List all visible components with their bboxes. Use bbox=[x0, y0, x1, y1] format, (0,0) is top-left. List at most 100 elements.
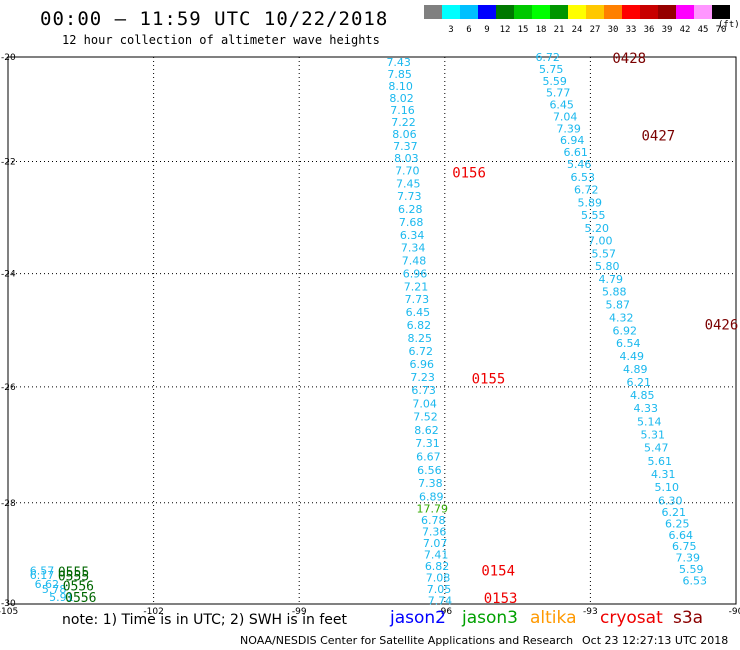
wave-height-value: 7.39 bbox=[675, 552, 700, 565]
wave-height-value: 6.45 bbox=[406, 306, 431, 319]
wave-height-value: 7.05 bbox=[427, 583, 452, 596]
legend-swatch bbox=[694, 5, 712, 19]
legend-swatch bbox=[640, 5, 658, 19]
wave-height-value: 6.54 bbox=[616, 337, 641, 350]
wave-height-value: 8.10 bbox=[388, 80, 413, 93]
legend-swatch bbox=[514, 5, 532, 19]
wave-height-value: 7.43 bbox=[386, 56, 411, 69]
x-tick-label: -90 bbox=[729, 607, 740, 617]
wave-height-value: 6.17 bbox=[30, 569, 55, 582]
legend-swatch bbox=[568, 5, 586, 19]
x-tick-label: -105 bbox=[0, 607, 18, 617]
wave-height-value: 6.82 bbox=[425, 560, 450, 573]
pass-time-label: 0427 bbox=[641, 128, 675, 144]
wave-height-value: 7.36 bbox=[422, 526, 447, 539]
satellite-label-s3a: s3a bbox=[673, 608, 704, 628]
wave-height-value: 6.89 bbox=[419, 490, 444, 503]
wave-height-value: 7.68 bbox=[399, 216, 424, 229]
wave-height-value: 8.25 bbox=[408, 332, 433, 345]
wave-height-value: 4.89 bbox=[623, 363, 648, 376]
wave-height-value: 5.10 bbox=[654, 481, 679, 494]
wave-height-value: 6.62 bbox=[35, 578, 60, 591]
legend-swatch bbox=[424, 5, 442, 19]
wave-height-value: 5.46 bbox=[567, 158, 592, 171]
legend-units: (ft) bbox=[718, 20, 740, 30]
y-tick-label: -28 bbox=[1, 499, 16, 509]
footer-note: note: 1) Time is in UTC; 2) SWH is in fe… bbox=[62, 612, 348, 628]
wave-height-value: 5.78 bbox=[42, 583, 67, 596]
generation-timestamp: Oct 23 12:27:13 UTC 2018 bbox=[582, 634, 729, 647]
legend-label: 6 bbox=[466, 25, 472, 35]
wave-height-value: 6.45 bbox=[549, 99, 574, 112]
wave-height-value: 5.88 bbox=[602, 286, 627, 299]
legend-label: 45 bbox=[697, 25, 709, 35]
map-title: 00:00 — 11:59 UTC 10/22/2018 bbox=[40, 8, 389, 30]
wave-height-value: 4.79 bbox=[598, 273, 623, 286]
wave-height-value: 5.61 bbox=[647, 455, 672, 468]
wave-height-value: 7.85 bbox=[387, 68, 412, 81]
wave-height-value: 7.04 bbox=[412, 397, 437, 410]
wave-height-value: 7.38 bbox=[418, 477, 443, 490]
wave-height-value: 7.00 bbox=[588, 235, 613, 248]
legend-swatch bbox=[532, 5, 550, 19]
wave-height-value: 6.61 bbox=[563, 146, 588, 159]
wave-height-value: 8.06 bbox=[392, 128, 417, 141]
wave-height-value: 17.79 bbox=[417, 503, 449, 516]
wave-height-value: 5.55 bbox=[581, 209, 606, 222]
wave-height-value: 7.74 bbox=[428, 594, 453, 607]
pass-time-label: 0426 bbox=[705, 318, 739, 334]
wave-height-value: 6.75 bbox=[672, 540, 697, 553]
wave-height-value: 5.77 bbox=[546, 87, 571, 100]
wave-height-value: 7.37 bbox=[393, 140, 418, 153]
x-tick-label: -93 bbox=[583, 607, 598, 617]
pass-time-label: 0556 bbox=[65, 591, 96, 606]
pass-time-label: 0153 bbox=[484, 591, 518, 607]
wave-height-value: 6.30 bbox=[658, 494, 683, 507]
wave-height-value: 7.16 bbox=[390, 104, 415, 117]
wave-height-value: 5.59 bbox=[542, 75, 567, 88]
y-tick-label: -24 bbox=[1, 270, 16, 280]
wave-height-value: 5.31 bbox=[640, 428, 665, 441]
pass-time-label: 0428 bbox=[612, 51, 646, 67]
legend-label: 12 bbox=[499, 25, 511, 35]
pass-time-label: 0556 bbox=[63, 579, 94, 594]
wave-height-value: 6.72 bbox=[409, 345, 434, 358]
legend-label: 42 bbox=[679, 25, 691, 35]
wave-height-value: 4.31 bbox=[651, 468, 676, 481]
wave-height-value: 7.48 bbox=[402, 254, 427, 267]
satellite-label-jason3: jason3 bbox=[462, 608, 518, 628]
wave-height-value: 5.59 bbox=[679, 563, 704, 576]
wave-height-value: 5.91 bbox=[49, 591, 74, 604]
legend-label: 9 bbox=[484, 25, 490, 35]
wave-height-value: 7.45 bbox=[396, 177, 421, 190]
wave-height-value: 7.08 bbox=[426, 571, 451, 584]
legend-label: 70 bbox=[715, 25, 727, 35]
legend-swatch bbox=[586, 5, 604, 19]
wave-height-value: 4.49 bbox=[619, 350, 644, 363]
wave-height-value: 6.72 bbox=[535, 51, 560, 64]
wave-height-value: 7.07 bbox=[423, 537, 448, 550]
x-tick-label: -99 bbox=[292, 607, 307, 617]
legend-label: 27 bbox=[589, 25, 601, 35]
wave-height-value: 5.80 bbox=[595, 260, 620, 273]
wave-height-value: 6.94 bbox=[560, 134, 585, 147]
satellite-label-jason2: jason2 bbox=[390, 608, 446, 628]
wave-height-value: 4.85 bbox=[630, 389, 655, 402]
y-tick-label: -30 bbox=[1, 599, 16, 609]
satellite-label-cryosat: cryosat bbox=[600, 608, 663, 628]
pass-time-label: 0154 bbox=[481, 563, 515, 579]
wave-height-value: 4.33 bbox=[633, 402, 658, 415]
wave-height-value: 4.32 bbox=[609, 311, 634, 324]
wave-height-value: 5.47 bbox=[644, 442, 669, 455]
legend-swatch bbox=[478, 5, 496, 19]
wave-height-value: 6.25 bbox=[665, 517, 690, 530]
legend-label: 30 bbox=[607, 25, 619, 35]
y-tick-label: -20 bbox=[1, 53, 16, 63]
wave-height-value: 6.53 bbox=[682, 574, 707, 587]
legend-swatch bbox=[604, 5, 622, 19]
wave-height-value: 6.56 bbox=[417, 464, 442, 477]
wave-height-value: 6.96 bbox=[403, 267, 428, 280]
legend-label: 21 bbox=[553, 25, 565, 35]
wave-height-value: 6.21 bbox=[626, 376, 651, 389]
legend-swatch bbox=[496, 5, 514, 19]
